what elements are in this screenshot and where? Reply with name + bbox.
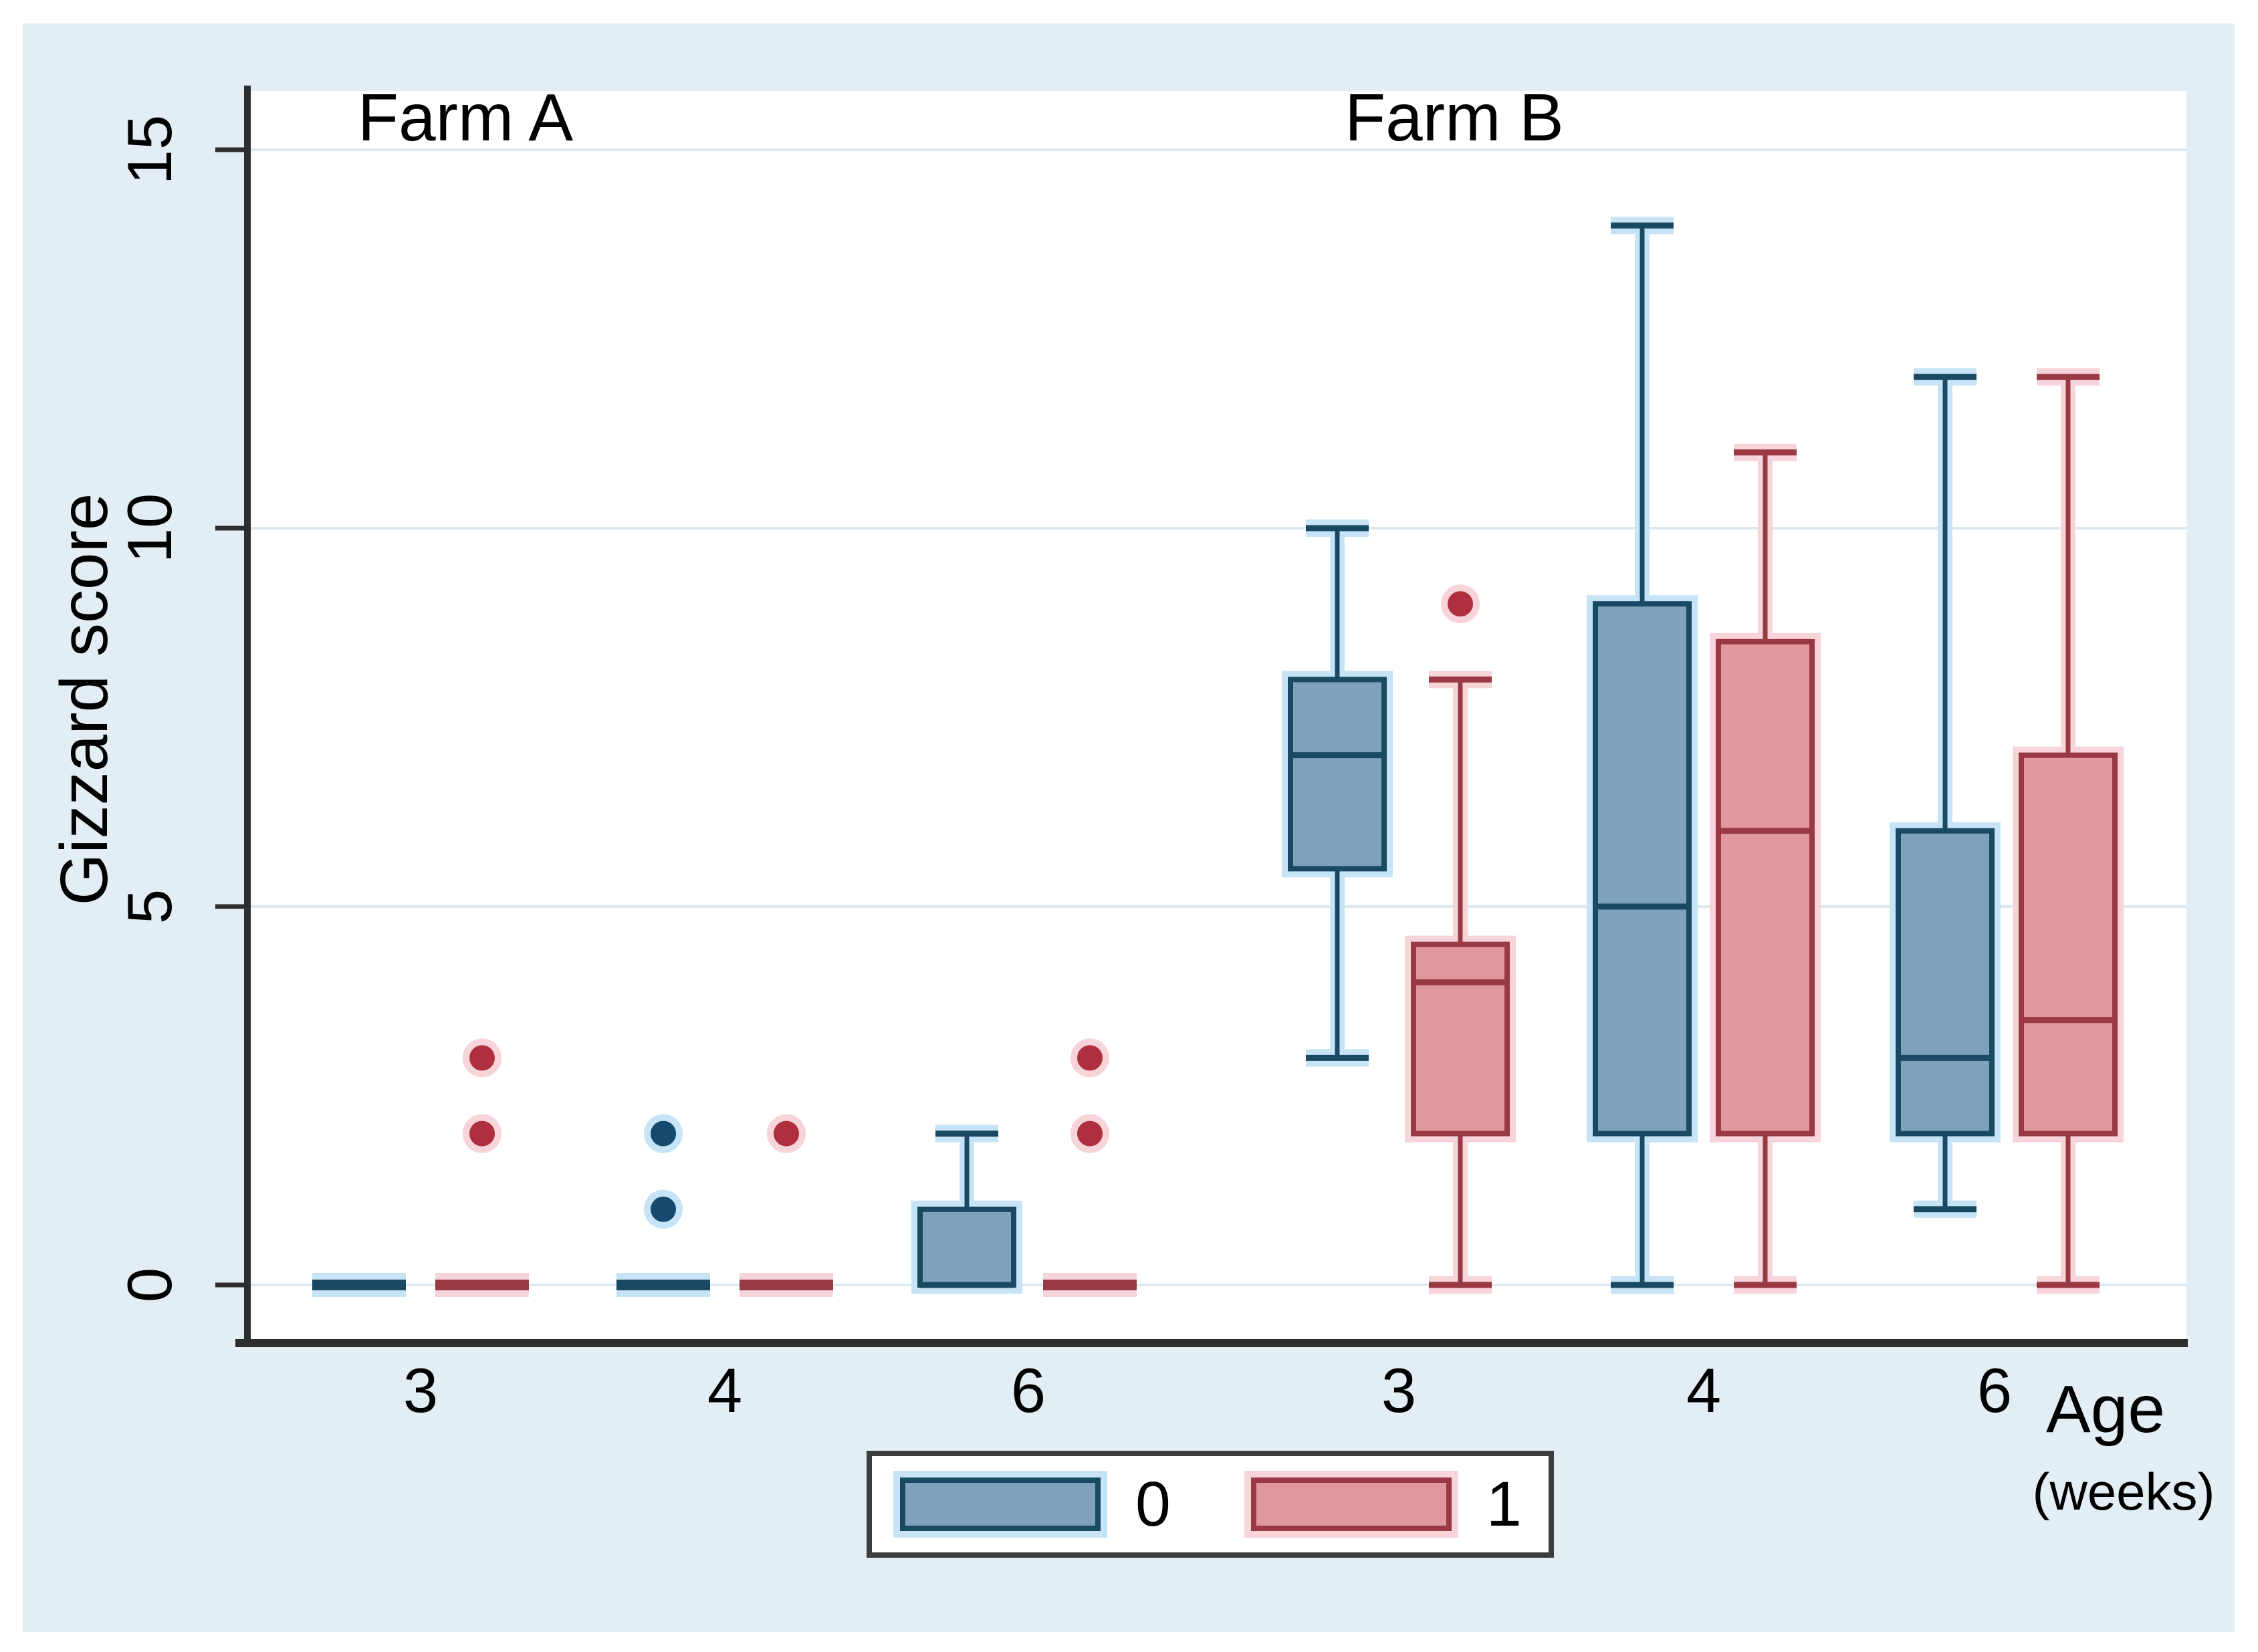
chart-text: Farm A Farm B Gizzard score 15 10 5 0 3 … — [47, 80, 2215, 1521]
x-tick-label-a3: 3 — [403, 1355, 438, 1425]
plot-area — [247, 91, 2186, 1339]
x-tick-label-a6: 6 — [1011, 1355, 1046, 1425]
legend-label-series-0: 0 — [1135, 1468, 1171, 1540]
x-tick-label-b6: 6 — [1977, 1355, 2012, 1425]
legend-label-series-1: 1 — [1486, 1468, 1522, 1540]
y-tick-label-15: 15 — [114, 115, 185, 185]
gridlines — [247, 148, 2186, 1286]
x-tick-label-a4: 4 — [707, 1355, 742, 1425]
x-tick-label-b3: 3 — [1381, 1355, 1416, 1425]
y-axis-title: Gizzard score — [47, 493, 122, 906]
axes — [215, 86, 2188, 1347]
y-tick-label-5: 5 — [114, 889, 185, 924]
panel-label-farm-b: Farm B — [1345, 80, 1564, 155]
legend-swatch-series-0 — [893, 1471, 1107, 1538]
legend: 0 1 — [867, 1451, 1554, 1558]
boxes-layer — [312, 217, 2124, 1297]
y-tick-label-10: 10 — [114, 493, 185, 564]
x-axis-unit: (weeks) — [2032, 1462, 2215, 1521]
x-axis-title: Age — [2046, 1372, 2165, 1447]
legend-swatch-series-1 — [1244, 1471, 1458, 1538]
panel-label-farm-a: Farm A — [358, 80, 574, 155]
y-tick-label-0: 0 — [114, 1268, 185, 1302]
x-tick-label-b4: 4 — [1686, 1355, 1721, 1425]
